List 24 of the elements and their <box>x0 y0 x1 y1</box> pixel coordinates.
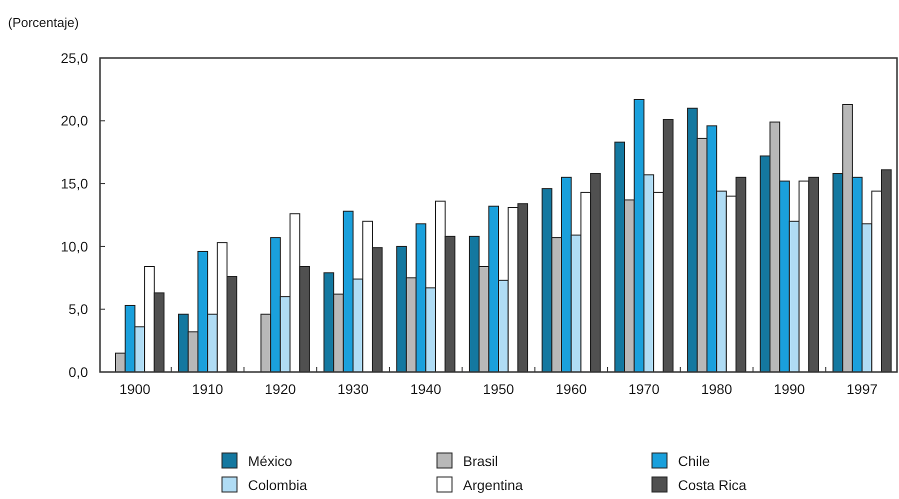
x-tick-label: 1900 <box>119 381 151 397</box>
y-tick-label: 10,0 <box>60 238 88 254</box>
legend-label: Chile <box>678 452 710 469</box>
x-tick-label: 1950 <box>482 381 514 397</box>
x-tick-label: 1980 <box>701 381 732 397</box>
y-tick-label: 20,0 <box>60 112 88 129</box>
y-tick-label: 15,0 <box>60 176 88 192</box>
legend-label: Costa Rica <box>678 476 747 493</box>
y-tick-label: 5,0 <box>68 301 88 318</box>
legend-label: Colombia <box>248 476 308 493</box>
x-tick-label: 1970 <box>628 381 660 397</box>
y-tick-label: 0,0 <box>68 364 88 380</box>
x-tick-label: 1997 <box>846 381 878 397</box>
legend-label: México <box>248 452 293 469</box>
x-tick-label: 1990 <box>774 381 806 397</box>
x-tick-label: 1930 <box>337 381 369 397</box>
x-tick-label: 1920 <box>264 381 296 397</box>
y-axis-title: (Porcentaje) <box>8 15 79 30</box>
legend-label: Brasil <box>463 452 498 469</box>
legend-label: Argentina <box>463 476 524 493</box>
x-tick-label: 1940 <box>410 381 442 397</box>
y-tick-label: 25,0 <box>60 50 88 66</box>
x-tick-label: 1960 <box>556 381 587 397</box>
x-tick-label: 1910 <box>192 381 224 397</box>
